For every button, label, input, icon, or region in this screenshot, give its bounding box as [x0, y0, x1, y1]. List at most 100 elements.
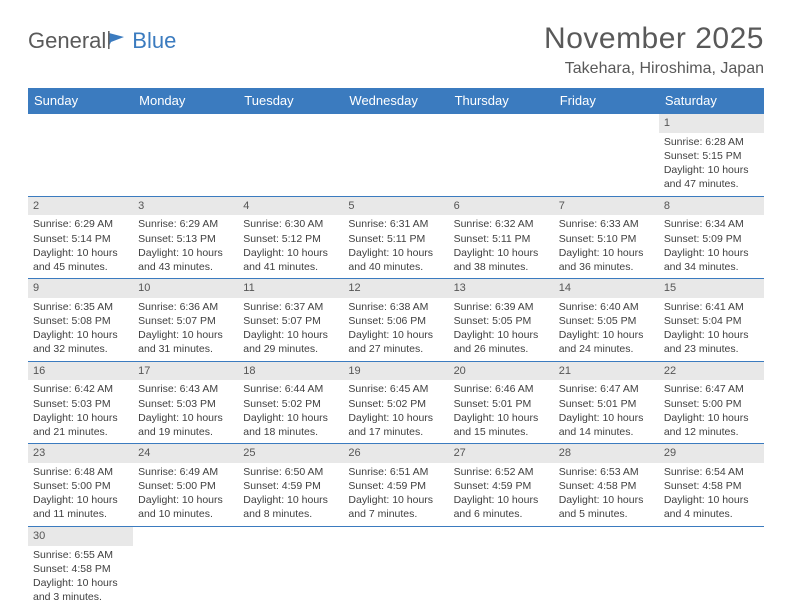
calendar-cell: 7Sunrise: 6:33 AMSunset: 5:10 PMDaylight…	[554, 196, 659, 279]
daylight-line: Daylight: 10 hours and 17 minutes.	[348, 411, 443, 439]
sunset-line: Sunset: 4:59 PM	[454, 479, 549, 493]
sunset-line: Sunset: 5:11 PM	[348, 232, 443, 246]
sunset-line: Sunset: 4:58 PM	[33, 562, 128, 576]
day-number: 17	[133, 362, 238, 381]
daylight-line: Daylight: 10 hours and 14 minutes.	[559, 411, 654, 439]
day-body: Sunrise: 6:42 AMSunset: 5:03 PMDaylight:…	[28, 380, 133, 443]
day-number: 6	[449, 197, 554, 216]
daylight-line: Daylight: 10 hours and 36 minutes.	[559, 246, 654, 274]
sunrise-line: Sunrise: 6:49 AM	[138, 465, 233, 479]
calendar-cell-empty	[133, 526, 238, 608]
daylight-line: Daylight: 10 hours and 6 minutes.	[454, 493, 549, 521]
day-body: Sunrise: 6:50 AMSunset: 4:59 PMDaylight:…	[238, 463, 343, 526]
calendar-cell: 12Sunrise: 6:38 AMSunset: 5:06 PMDayligh…	[343, 279, 448, 362]
sunrise-line: Sunrise: 6:51 AM	[348, 465, 443, 479]
sunrise-line: Sunrise: 6:55 AM	[33, 548, 128, 562]
sunrise-line: Sunrise: 6:28 AM	[664, 135, 759, 149]
calendar-cell: 9Sunrise: 6:35 AMSunset: 5:08 PMDaylight…	[28, 279, 133, 362]
day-body: Sunrise: 6:41 AMSunset: 5:04 PMDaylight:…	[659, 298, 764, 361]
day-number: 11	[238, 279, 343, 298]
day-number: 22	[659, 362, 764, 381]
day-number: 26	[343, 444, 448, 463]
day-body: Sunrise: 6:32 AMSunset: 5:11 PMDaylight:…	[449, 215, 554, 278]
weekday-header: Sunday	[28, 88, 133, 114]
calendar-cell-empty	[554, 114, 659, 197]
calendar-cell: 11Sunrise: 6:37 AMSunset: 5:07 PMDayligh…	[238, 279, 343, 362]
calendar-cell-empty	[238, 114, 343, 197]
sunset-line: Sunset: 4:58 PM	[559, 479, 654, 493]
sunset-line: Sunset: 5:15 PM	[664, 149, 759, 163]
calendar-cell-empty	[28, 114, 133, 197]
daylight-line: Daylight: 10 hours and 23 minutes.	[664, 328, 759, 356]
daylight-line: Daylight: 10 hours and 4 minutes.	[664, 493, 759, 521]
sunset-line: Sunset: 5:00 PM	[138, 479, 233, 493]
daylight-line: Daylight: 10 hours and 32 minutes.	[33, 328, 128, 356]
sunset-line: Sunset: 5:00 PM	[664, 397, 759, 411]
day-number: 30	[28, 527, 133, 546]
header: General Blue November 2025 Takehara, Hir…	[28, 22, 764, 78]
calendar-cell: 10Sunrise: 6:36 AMSunset: 5:07 PMDayligh…	[133, 279, 238, 362]
weekday-header: Thursday	[449, 88, 554, 114]
daylight-line: Daylight: 10 hours and 8 minutes.	[243, 493, 338, 521]
day-number: 8	[659, 197, 764, 216]
sunrise-line: Sunrise: 6:52 AM	[454, 465, 549, 479]
day-body: Sunrise: 6:55 AMSunset: 4:58 PMDaylight:…	[28, 546, 133, 609]
day-number: 2	[28, 197, 133, 216]
calendar-cell: 19Sunrise: 6:45 AMSunset: 5:02 PMDayligh…	[343, 361, 448, 444]
weekday-header: Wednesday	[343, 88, 448, 114]
day-body: Sunrise: 6:29 AMSunset: 5:13 PMDaylight:…	[133, 215, 238, 278]
sunset-line: Sunset: 5:07 PM	[138, 314, 233, 328]
sunrise-line: Sunrise: 6:38 AM	[348, 300, 443, 314]
day-body: Sunrise: 6:35 AMSunset: 5:08 PMDaylight:…	[28, 298, 133, 361]
daylight-line: Daylight: 10 hours and 27 minutes.	[348, 328, 443, 356]
flag-icon	[108, 31, 130, 49]
sunset-line: Sunset: 4:59 PM	[348, 479, 443, 493]
calendar-cell-empty	[659, 526, 764, 608]
day-body: Sunrise: 6:47 AMSunset: 5:00 PMDaylight:…	[659, 380, 764, 443]
daylight-line: Daylight: 10 hours and 40 minutes.	[348, 246, 443, 274]
calendar-cell-empty	[449, 526, 554, 608]
calendar-cell: 1Sunrise: 6:28 AMSunset: 5:15 PMDaylight…	[659, 114, 764, 197]
day-number: 16	[28, 362, 133, 381]
sunset-line: Sunset: 5:10 PM	[559, 232, 654, 246]
calendar-cell: 21Sunrise: 6:47 AMSunset: 5:01 PMDayligh…	[554, 361, 659, 444]
sunrise-line: Sunrise: 6:45 AM	[348, 382, 443, 396]
sunrise-line: Sunrise: 6:40 AM	[559, 300, 654, 314]
day-body: Sunrise: 6:54 AMSunset: 4:58 PMDaylight:…	[659, 463, 764, 526]
day-number: 20	[449, 362, 554, 381]
calendar-cell: 18Sunrise: 6:44 AMSunset: 5:02 PMDayligh…	[238, 361, 343, 444]
sunrise-line: Sunrise: 6:29 AM	[33, 217, 128, 231]
day-body: Sunrise: 6:29 AMSunset: 5:14 PMDaylight:…	[28, 215, 133, 278]
calendar-table: Sunday Monday Tuesday Wednesday Thursday…	[28, 88, 764, 608]
calendar-cell: 5Sunrise: 6:31 AMSunset: 5:11 PMDaylight…	[343, 196, 448, 279]
day-number: 3	[133, 197, 238, 216]
sunrise-line: Sunrise: 6:42 AM	[33, 382, 128, 396]
day-body: Sunrise: 6:36 AMSunset: 5:07 PMDaylight:…	[133, 298, 238, 361]
day-number: 5	[343, 197, 448, 216]
calendar-row: 9Sunrise: 6:35 AMSunset: 5:08 PMDaylight…	[28, 279, 764, 362]
logo-text-1: General	[28, 28, 106, 54]
sunset-line: Sunset: 5:13 PM	[138, 232, 233, 246]
sunset-line: Sunset: 4:58 PM	[664, 479, 759, 493]
sunset-line: Sunset: 5:11 PM	[454, 232, 549, 246]
weekday-header: Saturday	[659, 88, 764, 114]
daylight-line: Daylight: 10 hours and 34 minutes.	[664, 246, 759, 274]
sunset-line: Sunset: 5:01 PM	[559, 397, 654, 411]
day-number: 4	[238, 197, 343, 216]
sunset-line: Sunset: 5:04 PM	[664, 314, 759, 328]
sunrise-line: Sunrise: 6:44 AM	[243, 382, 338, 396]
sunrise-line: Sunrise: 6:41 AM	[664, 300, 759, 314]
calendar-cell-empty	[133, 114, 238, 197]
calendar-cell: 25Sunrise: 6:50 AMSunset: 4:59 PMDayligh…	[238, 444, 343, 527]
day-body: Sunrise: 6:28 AMSunset: 5:15 PMDaylight:…	[659, 133, 764, 196]
calendar-cell: 15Sunrise: 6:41 AMSunset: 5:04 PMDayligh…	[659, 279, 764, 362]
calendar-cell: 22Sunrise: 6:47 AMSunset: 5:00 PMDayligh…	[659, 361, 764, 444]
day-body: Sunrise: 6:53 AMSunset: 4:58 PMDaylight:…	[554, 463, 659, 526]
day-number: 13	[449, 279, 554, 298]
daylight-line: Daylight: 10 hours and 43 minutes.	[138, 246, 233, 274]
sunset-line: Sunset: 5:14 PM	[33, 232, 128, 246]
daylight-line: Daylight: 10 hours and 7 minutes.	[348, 493, 443, 521]
daylight-line: Daylight: 10 hours and 24 minutes.	[559, 328, 654, 356]
day-body: Sunrise: 6:34 AMSunset: 5:09 PMDaylight:…	[659, 215, 764, 278]
day-number: 27	[449, 444, 554, 463]
